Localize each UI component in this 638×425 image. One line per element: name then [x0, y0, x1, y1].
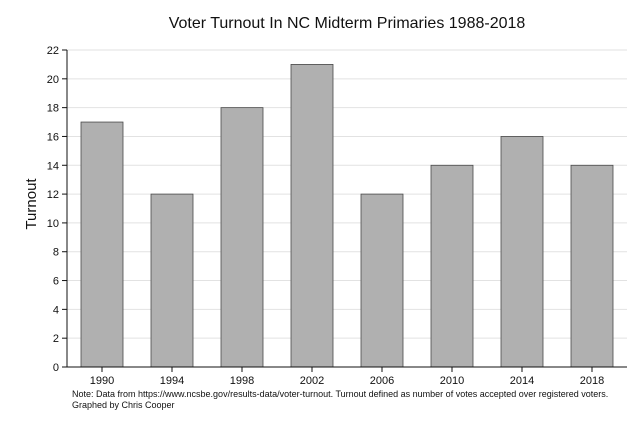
y-tick-label: 6 [53, 276, 59, 288]
y-ticks: 0 2 4 6 8 10 12 14 16 18 20 22 [47, 45, 67, 374]
y-tick-label: 10 [47, 218, 59, 230]
x-tick-label: 2006 [370, 375, 394, 387]
y-tick-label: 4 [53, 304, 59, 316]
chart-title: Voter Turnout In NC Midterm Primaries 19… [169, 15, 526, 32]
y-axis-label: Turnout [23, 178, 40, 230]
y-tick-label: 14 [47, 160, 59, 172]
bar-1990 [80, 121, 124, 368]
bar-2014 [500, 136, 544, 368]
bar-2010 [430, 164, 474, 368]
y-tick-label: 20 [47, 74, 59, 86]
bar-2018 [570, 164, 614, 368]
y-tick-label: 8 [53, 247, 59, 259]
bar-2002 [290, 64, 334, 368]
x-ticks: 1990 1994 1998 2002 2006 2010 2014 2018 [90, 367, 604, 387]
chart-note: Note: Data from https://www.ncsbe.gov/re… [72, 389, 608, 399]
chart-credit: Graphed by Chris Cooper [72, 400, 175, 410]
x-tick-label: 2010 [440, 375, 464, 387]
y-tick-label: 16 [47, 131, 59, 143]
y-tick-label: 0 [53, 362, 59, 374]
bars [80, 64, 614, 368]
x-tick-label: 2002 [300, 375, 324, 387]
y-tick-label: 18 [47, 103, 59, 115]
y-tick-label: 2 [53, 333, 59, 345]
x-tick-label: 2014 [510, 375, 534, 387]
y-tick-label: 22 [47, 45, 59, 57]
y-tick-label: 12 [47, 189, 59, 201]
x-tick-label: 2018 [580, 375, 604, 387]
x-tick-label: 1998 [230, 375, 254, 387]
x-tick-label: 1990 [90, 375, 114, 387]
bar-2006 [360, 193, 404, 368]
x-tick-label: 1994 [160, 375, 184, 387]
bar-1994 [150, 193, 194, 368]
bar-1998 [220, 107, 264, 368]
